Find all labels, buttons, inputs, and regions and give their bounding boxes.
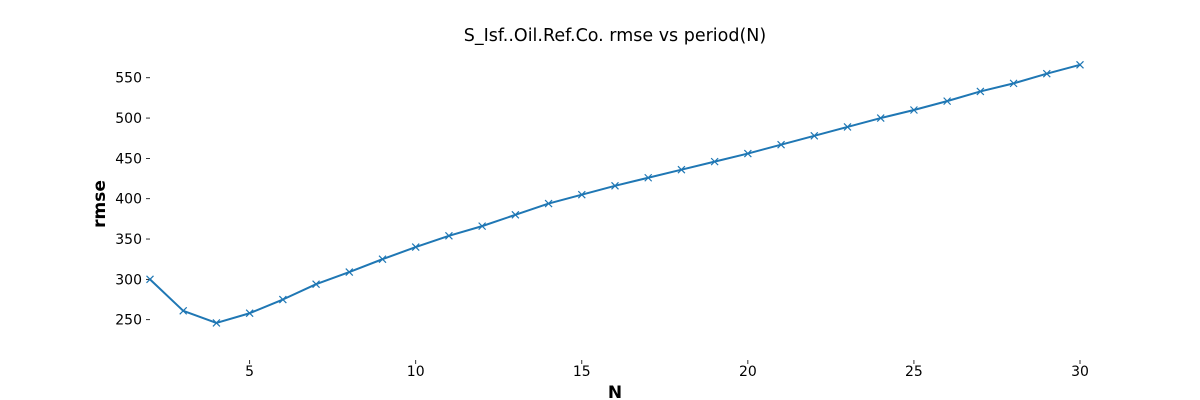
data-point (743, 149, 752, 158)
y-tick-label: 500 (115, 111, 142, 127)
data-point (843, 123, 852, 131)
plot-area (146, 60, 1084, 327)
data-point (478, 222, 487, 231)
data-point (511, 210, 520, 219)
data-point (910, 106, 918, 114)
y-tick-label: 350 (115, 232, 142, 248)
data-point (278, 295, 287, 304)
data-point (212, 318, 221, 327)
data-point (876, 114, 885, 122)
data-point (611, 181, 619, 190)
data-point (146, 275, 154, 284)
data-point (312, 280, 320, 289)
x-axis: 5 10 15 20 25 30 (245, 360, 1089, 380)
y-tick-label: 300 (115, 272, 142, 288)
y-tick-label: 450 (115, 151, 142, 167)
data-point (345, 268, 354, 277)
y-tick-label: 550 (115, 71, 142, 87)
data-point (710, 157, 719, 166)
x-tick-label: 30 (1071, 364, 1089, 380)
x-tick-label: 5 (245, 364, 254, 380)
data-point (179, 306, 188, 315)
data-point (644, 173, 653, 182)
data-point (1009, 79, 1018, 88)
data-point (777, 140, 785, 149)
y-tick-label: 250 (115, 313, 142, 329)
data-point (544, 199, 553, 208)
y-tick-label: 400 (115, 192, 142, 208)
data-point (976, 87, 985, 96)
y-axis: 250 300 350 400 450 500 550 (115, 71, 150, 329)
data-point (1042, 69, 1051, 78)
chart-title: S_Isf..Oil.Ref.Co. rmse vs period(N) (464, 26, 766, 46)
y-axis-label: rmse (90, 180, 110, 228)
x-tick-label: 25 (905, 364, 923, 380)
data-point (245, 309, 254, 318)
data-point (810, 131, 819, 140)
x-axis-label: N (608, 383, 622, 400)
data-point (677, 165, 686, 174)
data-point (943, 97, 952, 106)
data-point (411, 243, 420, 252)
x-tick-label: 20 (739, 364, 757, 380)
data-point (378, 255, 387, 264)
x-tick-label: 10 (407, 364, 425, 380)
series-line (149, 63, 1081, 324)
data-point (577, 190, 586, 199)
data-point (1076, 60, 1084, 69)
data-point (445, 231, 453, 240)
x-tick-label: 15 (573, 364, 591, 380)
